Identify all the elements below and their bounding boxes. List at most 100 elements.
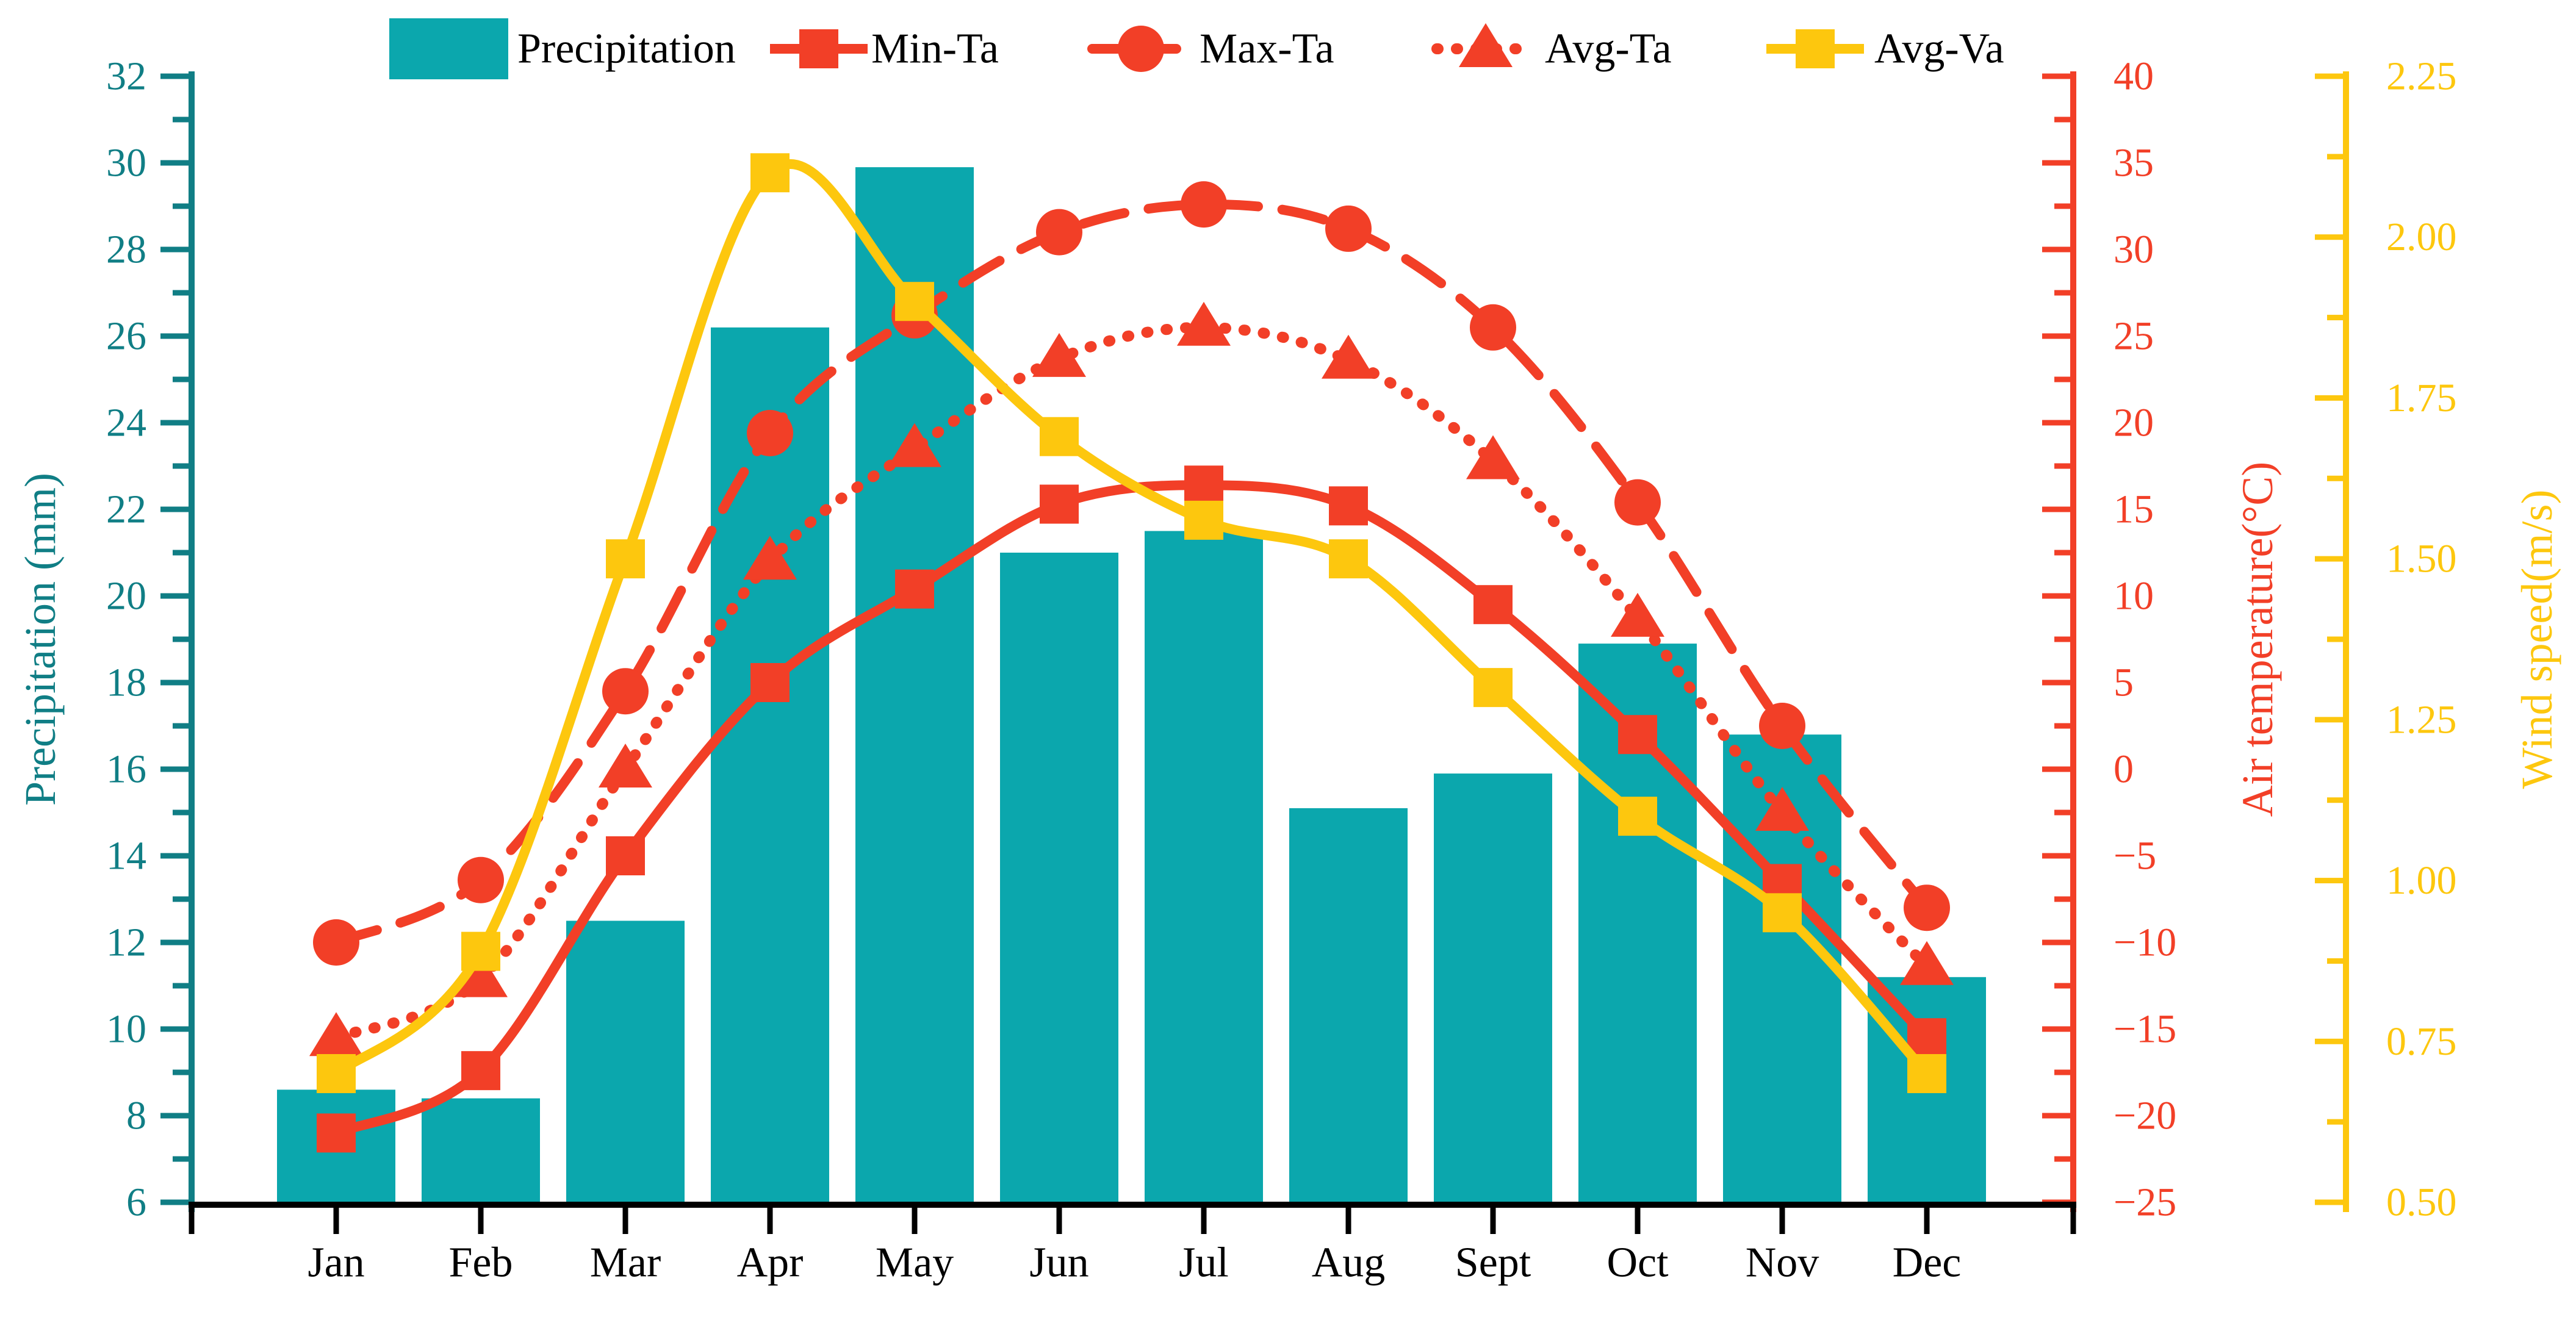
- major-tick: [2315, 717, 2343, 723]
- square-marker: [1618, 715, 1657, 755]
- month-axis-line: [189, 1202, 2076, 1208]
- square-marker: [1763, 893, 1802, 933]
- minor-tick: [173, 636, 189, 642]
- major-tick: [2042, 246, 2070, 253]
- minor-tick: [2327, 958, 2343, 964]
- major-tick: [160, 420, 189, 426]
- precipitation-axis-title: Precipitation (mm): [16, 473, 65, 806]
- temperature-axis-line: [2070, 71, 2076, 1212]
- square-marker: [1040, 417, 1079, 456]
- month-tick: [1345, 1205, 1351, 1234]
- avg-ta-line: [331, 321, 1932, 1044]
- major-tick: [160, 73, 189, 79]
- precipitation-bar: [422, 1098, 540, 1206]
- legend-label: Avg-Ta: [1545, 26, 1672, 73]
- month-label: Jul: [1179, 1240, 1229, 1286]
- circle-marker: [1325, 205, 1372, 252]
- major-tick: [160, 766, 189, 772]
- triangle-marker: [743, 536, 797, 580]
- major-tick: [160, 680, 189, 686]
- major-tick: [160, 1113, 189, 1119]
- temperature-axis: −25 −20 −15 −10 −5 0 5 10 15 20 25 30 35 40: [2042, 54, 2176, 1225]
- major-tick: [2315, 878, 2343, 884]
- temperature-axis-tick-label: −5: [2114, 834, 2156, 878]
- precipitation-axis-tick-label: 14: [106, 834, 146, 878]
- month-tick: [478, 1205, 484, 1234]
- minor-tick: [2327, 475, 2343, 481]
- minor-tick: [2054, 1069, 2070, 1075]
- minor-tick: [2054, 809, 2070, 816]
- precipitation-axis-tick-label: 18: [106, 661, 146, 705]
- temperature-axis-tick-label: −25: [2114, 1180, 2176, 1225]
- precipitation-bar: [1289, 808, 1408, 1206]
- month-tick: [189, 1205, 195, 1234]
- temperature-axis-tick-label: 25: [2114, 314, 2154, 359]
- major-tick: [2315, 73, 2343, 79]
- square-marker: [1907, 1018, 1946, 1058]
- precipitation-bars: [277, 167, 1986, 1207]
- square-marker: [461, 1051, 500, 1091]
- major-tick: [2315, 1038, 2343, 1044]
- circle-marker: [313, 919, 359, 966]
- major-tick: [160, 246, 189, 253]
- max-ta-line: [331, 199, 1932, 947]
- square-marker: [1040, 484, 1079, 524]
- wind-axis-tick-label: 0.75: [2386, 1019, 2457, 1064]
- wind-axis-tick-label: 1.25: [2386, 697, 2457, 742]
- precipitation-bar: [566, 920, 685, 1206]
- major-tick: [2042, 593, 2070, 599]
- legend-item-precipitation: Precipitation: [389, 18, 736, 79]
- month-axis: Jan Feb Mar Apr May Jun Jul Aug Sept Oct Nov Dec: [189, 1202, 2076, 1286]
- minor-tick: [2327, 797, 2343, 803]
- precipitation-axis-tick-label: 8: [126, 1094, 146, 1138]
- temperature-axis-tick-label: 10: [2114, 574, 2154, 619]
- square-marker: [895, 569, 934, 609]
- square-marker: [799, 29, 838, 68]
- minor-tick: [173, 203, 189, 209]
- major-tick: [2042, 333, 2070, 339]
- legend-item-max-ta: Max-Ta: [1087, 26, 1334, 73]
- legend: Precipitation Min-Ta Max-Ta Avg-Ta Avg-Va: [389, 18, 2004, 79]
- triangle-marker: [1466, 435, 1520, 479]
- precipitation-bar: [711, 327, 829, 1206]
- precipitation-axis-tick-label: 10: [106, 1007, 146, 1052]
- major-tick: [2042, 160, 2070, 166]
- temperature-axis-tick-label: 0: [2114, 747, 2134, 792]
- minor-tick: [2054, 463, 2070, 469]
- wind-axis-title: Wind speed(m/s): [2513, 490, 2561, 789]
- wind-axis-line: [2343, 71, 2349, 1212]
- square-marker: [750, 663, 790, 702]
- wind-axis-tick-label: 1.00: [2386, 858, 2457, 903]
- min-ta-line: [334, 480, 1930, 1138]
- major-tick: [160, 853, 189, 859]
- minor-tick: [2327, 1119, 2343, 1125]
- precipitation-axis-tick-label: 16: [106, 747, 146, 792]
- month-label: May: [876, 1240, 954, 1286]
- minor-tick: [2327, 636, 2343, 642]
- minor-tick: [173, 983, 189, 989]
- series-avg-ta: [309, 301, 1954, 1057]
- major-tick: [160, 333, 189, 339]
- legend-label: Min-Ta: [871, 26, 999, 73]
- wind-axis-tick-label: 1.50: [2386, 537, 2457, 581]
- major-tick: [2315, 395, 2343, 401]
- precipitation-axis-tick-label: 6: [126, 1180, 146, 1225]
- minor-tick: [2054, 723, 2070, 729]
- wind-axis-tick-label: 2.00: [2386, 215, 2457, 259]
- month-tick: [767, 1205, 773, 1234]
- precipitation-bar: [1145, 531, 1263, 1206]
- temperature-axis-tick-label: 35: [2114, 141, 2154, 185]
- square-marker: [461, 931, 500, 971]
- month-tick: [622, 1205, 628, 1234]
- major-tick: [2315, 1199, 2343, 1205]
- minor-tick: [173, 290, 189, 296]
- month-label: Mar: [590, 1240, 661, 1286]
- triangle-marker: [1459, 23, 1513, 67]
- major-tick: [160, 160, 189, 166]
- square-marker: [1796, 29, 1835, 68]
- major-tick: [2042, 939, 2070, 945]
- series-max-ta: [313, 181, 1950, 966]
- triangle-marker: [599, 744, 652, 787]
- square-marker: [1473, 668, 1513, 708]
